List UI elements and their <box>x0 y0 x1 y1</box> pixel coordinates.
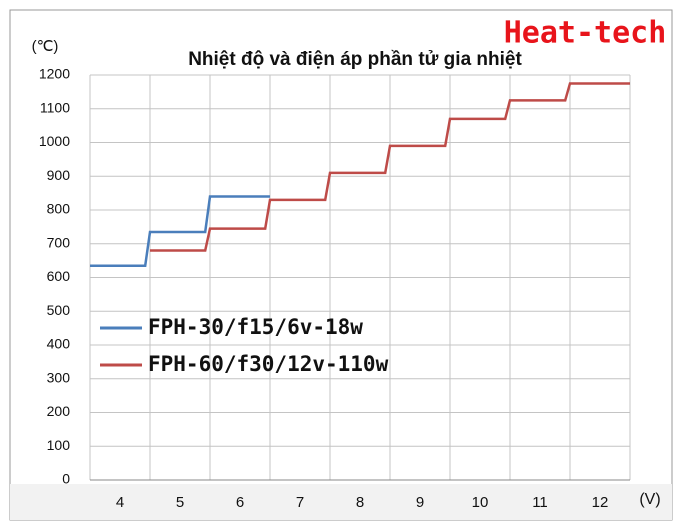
x-unit: (V) <box>639 491 660 508</box>
y-tick-label: 300 <box>47 369 71 385</box>
y-tick-label: 800 <box>47 201 71 217</box>
x-tick-label: 7 <box>296 494 304 511</box>
x-tick-label: 8 <box>356 494 364 511</box>
legend-label: FPH-30/f15/6v-18w <box>148 315 363 339</box>
y-tick-label: 1200 <box>39 66 70 82</box>
y-unit: (℃) <box>32 38 59 55</box>
y-tick-label: 200 <box>47 403 71 419</box>
x-tick-label: 11 <box>532 494 548 511</box>
y-tick-label: 0 <box>62 471 70 487</box>
brand: Heat-tech <box>504 16 667 51</box>
y-tick-label: 900 <box>47 167 71 183</box>
x-tick-label: 4 <box>116 494 124 511</box>
x-tick-label: 10 <box>472 494 489 511</box>
x-tick-label: 6 <box>236 494 244 511</box>
y-tick-label: 600 <box>47 268 71 284</box>
x-tick-label: 12 <box>592 494 609 511</box>
series-line <box>150 82 630 252</box>
x-tick-label: 5 <box>176 494 184 511</box>
y-tick-label: 500 <box>47 302 71 318</box>
y-tick-label: 400 <box>47 336 71 352</box>
y-tick-label: 1100 <box>40 99 70 115</box>
legend-label: FPH-60/f30/12v-110w <box>148 352 389 376</box>
y-tick-label: 1000 <box>39 133 70 149</box>
chart-title: Nhiệt độ và điện áp phần tử gia nhiệt <box>188 49 522 70</box>
y-tick-label: 100 <box>47 437 71 453</box>
y-tick-label: 700 <box>47 234 71 250</box>
x-tick-label: 9 <box>416 494 424 511</box>
axis-band <box>10 484 672 520</box>
series-line <box>90 195 270 267</box>
